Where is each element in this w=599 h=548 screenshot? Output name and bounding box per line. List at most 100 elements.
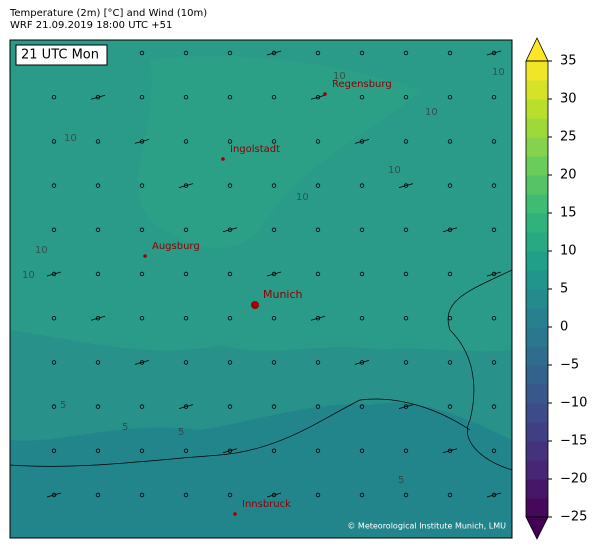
station [51, 271, 57, 277]
station [491, 360, 497, 365]
station [271, 227, 277, 232]
station [271, 50, 277, 56]
station [139, 94, 145, 100]
station [139, 183, 145, 188]
contour-label: 10 [388, 165, 401, 176]
colorbar-band [526, 137, 548, 157]
alpine-region [10, 402, 512, 538]
station [139, 316, 145, 321]
city-label: Regensburg [332, 79, 392, 90]
warm-region [138, 56, 421, 249]
station [491, 316, 497, 321]
border [447, 269, 513, 471]
wind-barb [442, 448, 458, 454]
colorbar-extend-top [525, 37, 549, 62]
colorbar-band [526, 365, 548, 385]
station [183, 50, 189, 56]
colorbar-band [526, 80, 548, 100]
station [183, 227, 189, 232]
station [447, 360, 453, 365]
contour-label: 10 [333, 71, 346, 82]
station [447, 492, 453, 498]
wind-barb [178, 183, 194, 188]
colorbar-band [526, 289, 548, 309]
station [183, 360, 189, 365]
subtitle: WRF 21.09.2019 18:00 UTC +51 [10, 20, 172, 31]
station [315, 94, 321, 100]
border [9, 398, 471, 467]
contour-label: 5 [178, 427, 184, 438]
station [271, 139, 277, 144]
copyright: © Meteorological Institute Munich, LMU [347, 522, 506, 531]
station [315, 271, 321, 277]
city-marker [221, 157, 225, 161]
station [271, 316, 277, 321]
contour-label: 5 [122, 422, 128, 433]
contour-label: 10 [22, 270, 35, 281]
station [227, 50, 233, 56]
station [51, 448, 57, 453]
station [315, 448, 321, 453]
station [315, 50, 321, 56]
station [227, 316, 233, 321]
colorbar-band [526, 251, 548, 271]
station [271, 404, 277, 409]
station [359, 360, 365, 365]
station [447, 448, 453, 453]
colorbar-band [526, 460, 548, 480]
station [139, 227, 145, 232]
station [271, 360, 277, 365]
station [227, 183, 233, 188]
station [403, 316, 409, 321]
station [139, 448, 145, 453]
station [139, 492, 145, 498]
station [403, 139, 409, 144]
contour-label: 10 [64, 133, 77, 144]
station [95, 360, 101, 365]
station [227, 227, 233, 232]
station [183, 94, 189, 100]
map: Regensburg Ingolstadt Augsburg Munich Innsbr… [9, 39, 513, 539]
colorbar-band [526, 232, 548, 252]
colorbar-band [526, 270, 548, 290]
station [227, 448, 233, 453]
station [491, 271, 497, 277]
wind-barb [90, 94, 106, 100]
contour-label: 10 [425, 107, 438, 118]
station [139, 139, 145, 144]
wind-barb [354, 139, 370, 144]
colorbar-band [526, 61, 548, 81]
city-marker [233, 512, 237, 516]
station [51, 404, 57, 409]
colorbar-band [526, 346, 548, 366]
wind-barb [266, 492, 282, 498]
station [227, 492, 233, 498]
station [447, 139, 453, 144]
wind-barb [266, 50, 282, 56]
wind-barb [222, 448, 238, 454]
colorbar-tick-label: 25 [560, 130, 577, 145]
city-marker [251, 301, 259, 309]
station [183, 316, 189, 321]
station [403, 448, 409, 453]
station [447, 316, 453, 321]
contour-label: 10 [492, 67, 505, 78]
city-label: Augsburg [152, 241, 200, 252]
city-label: Munich [263, 288, 303, 301]
map-frame [9, 39, 513, 539]
station [183, 492, 189, 498]
station [95, 227, 101, 232]
station [271, 492, 277, 498]
station [403, 183, 409, 188]
wind-barb [442, 227, 458, 233]
station [491, 492, 497, 498]
contour-label: 5 [60, 400, 66, 411]
colorbar-tick-label: 10 [560, 244, 577, 259]
station [447, 271, 453, 277]
wind-barb [310, 94, 326, 100]
station [403, 492, 409, 498]
station [491, 448, 497, 453]
colorbar-tick-label: −25 [560, 510, 587, 525]
station [315, 360, 321, 365]
